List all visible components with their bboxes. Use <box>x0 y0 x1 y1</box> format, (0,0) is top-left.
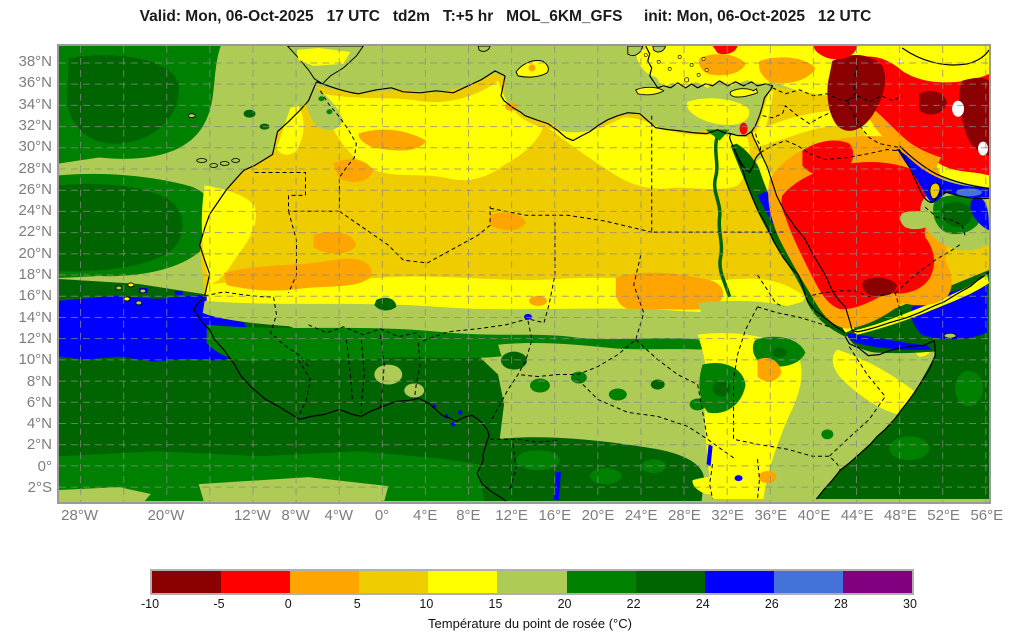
lon-tick-label: 20°E <box>581 507 615 524</box>
colorbar-cell <box>359 571 429 593</box>
lon-tick-label: 12°W <box>233 507 271 524</box>
north-atlantic-region <box>59 46 270 278</box>
lat-tick-label: 20°N <box>18 244 52 262</box>
lon-tick-label: 28°E <box>668 507 701 524</box>
lat-tick-label: 12°N <box>18 329 52 347</box>
colorbar-cell <box>842 571 913 593</box>
lat-tick-label: 8°N <box>26 372 52 390</box>
lon-tick-label: 0° <box>374 507 390 524</box>
map-title: Valid: Mon, 06-Oct-2025 17 UTC td2m T:+5… <box>139 8 872 25</box>
lat-tick-label: 2°N <box>26 436 52 454</box>
colorbar-tick-label: -5 <box>213 597 225 611</box>
colorbar-cell <box>290 571 360 593</box>
colorbar-tick-label: 5 <box>353 597 361 611</box>
atlantic-blue-patch <box>59 294 247 362</box>
colorbar-tick-label: 26 <box>764 597 779 611</box>
lon-tick-label: 48°E <box>884 507 917 524</box>
lon-tick-label: 28°W <box>61 507 99 524</box>
lon-tick-label: 4°W <box>324 507 354 524</box>
lat-tick-label: 38°N <box>18 53 52 71</box>
caspian-coastline <box>901 47 989 66</box>
lat-tick-label: 32°N <box>18 116 52 134</box>
lon-tick-label: 20°W <box>147 507 185 524</box>
graticule-grid <box>59 46 989 502</box>
socotra-island <box>943 332 957 339</box>
lat-tick-label: 10°N <box>18 351 52 369</box>
lat-tick-label: 28°N <box>18 159 52 177</box>
cyprus-island <box>729 88 759 98</box>
colorbar-tick-label: -10 <box>140 597 160 611</box>
colorbar-cell <box>152 571 222 593</box>
lat-tick-label: 22°N <box>18 223 52 241</box>
lon-tick-label: 56°E <box>970 507 1004 524</box>
northwest-africa-details <box>115 85 344 306</box>
lat-tick-label: 6°N <box>26 393 52 411</box>
colorbar-cell <box>773 571 843 593</box>
nile-river <box>712 135 732 298</box>
sahara-orange-zones <box>223 102 724 312</box>
colorbar-cell <box>704 571 774 593</box>
colorbar-cell <box>497 571 567 593</box>
map-frame <box>57 44 991 504</box>
lon-tick-label: 8°W <box>281 507 310 524</box>
colorbar-tick-label: 28 <box>833 597 848 611</box>
map-canvas <box>59 46 989 502</box>
lon-tick-label: 24°E <box>624 507 658 524</box>
lon-tick-label: 40°E <box>797 507 831 524</box>
lon-tick-label: 36°E <box>754 507 788 524</box>
lon-tick-label: 52°E <box>927 507 960 524</box>
tropical-atlantic-region <box>59 278 507 502</box>
lat-tick-label: 26°N <box>18 180 52 198</box>
lat-tick-label: 34°N <box>18 95 52 113</box>
colorbar-cell <box>221 571 291 593</box>
rivers-and-lakes <box>431 129 743 501</box>
lon-tick-label: 32°E <box>711 507 744 524</box>
iberia-region <box>286 46 364 85</box>
colorbar-tick-label: 20 <box>557 597 572 611</box>
lat-tick-label: 0° <box>37 457 52 475</box>
lat-tick-label: 4°N <box>26 415 52 433</box>
crete-island <box>635 86 665 96</box>
lon-tick-label: 12°E <box>495 507 528 524</box>
indian-ocean-region <box>816 338 989 500</box>
colorbar-caption: Température du point de rosée (°C) <box>428 616 632 631</box>
turkey-iran-overlays <box>699 46 989 176</box>
canary-islands <box>187 113 241 168</box>
colorbar-cell <box>635 571 705 593</box>
lat-tick-label: 18°N <box>18 266 52 284</box>
colorbar-tick-label: 24 <box>695 597 710 611</box>
lat-tick-label: 24°N <box>18 202 52 220</box>
lat-tick-label: 2°S <box>27 479 52 497</box>
cape-verde-islands <box>115 282 147 306</box>
lat-tick-label: 16°N <box>18 287 52 305</box>
colorbar-tick-label: 15 <box>488 597 503 611</box>
colorbar-tick-label: 22 <box>626 597 641 611</box>
colorbar <box>150 569 914 595</box>
colorbar-tick-label: 10 <box>419 597 434 611</box>
lat-tick-label: 36°N <box>18 74 52 92</box>
lat-tick-label: 30°N <box>18 138 52 156</box>
colorbar-tick-label: 0 <box>284 597 292 611</box>
lat-tick-label: 14°N <box>18 308 52 326</box>
arabia-overlays <box>739 89 989 335</box>
colorbar-tick-label: 30 <box>903 597 917 611</box>
lon-tick-label: 16°E <box>538 507 572 524</box>
lon-tick-label: 4°E <box>413 507 438 524</box>
colorbar-tick-labels: -10 -5 0 5 10 15 20 22 24 26 28 30 <box>141 597 917 613</box>
colorbar-cell <box>566 571 636 593</box>
lake-chad <box>524 313 532 320</box>
colorbar-cell <box>428 571 498 593</box>
lon-tick-label: 44°E <box>840 507 874 524</box>
lon-tick-label: 8°E <box>456 507 481 524</box>
